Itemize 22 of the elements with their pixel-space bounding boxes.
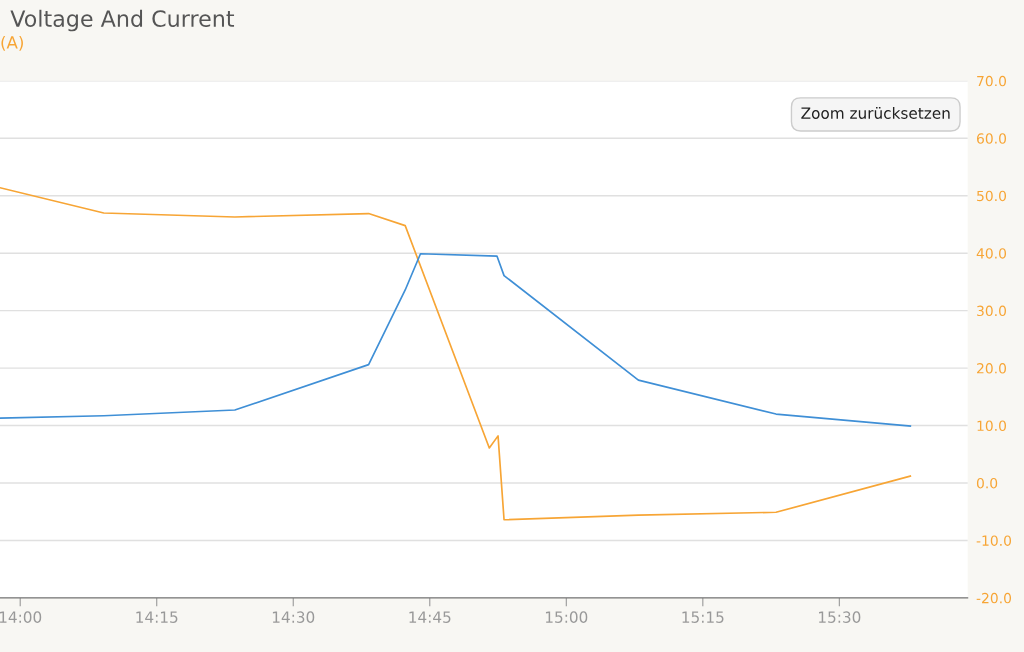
x-tick-label: 15:00 (545, 611, 588, 623)
line-series (0, 186, 912, 521)
y-tick-label: 50.0 (977, 190, 1007, 202)
x-tick-label: 15:15 (682, 611, 724, 623)
y-tick-label: 20.0 (977, 363, 1007, 374)
x-tick-label: 15:30 (819, 611, 861, 623)
y-tick-label: 40.0 (976, 248, 1007, 259)
x-tick-label: 14:45 (409, 611, 451, 623)
y-tick-label: -10.0 (976, 535, 1012, 546)
y-tick-label: 70.0 (977, 75, 1007, 87)
y-tick-label: 60.0 (976, 133, 1007, 144)
y-tick-label: 10.0 (977, 420, 1007, 432)
y-tick-label: 0.0 (976, 477, 998, 489)
x-tick-label: 14:15 (136, 611, 178, 623)
line-series (0, 252, 912, 427)
annotation: Zoom zurücksetzen (801, 107, 950, 119)
y-tick-label: 30.0 (977, 305, 1007, 317)
chart-title: Voltage And Current (10, 9, 235, 32)
x-tick-label: 14:30 (272, 611, 315, 623)
y-axis-title: (A) (1, 35, 23, 51)
y-tick-label: -20.0 (976, 592, 1012, 604)
x-tick-label: 14:00 (0, 611, 42, 623)
